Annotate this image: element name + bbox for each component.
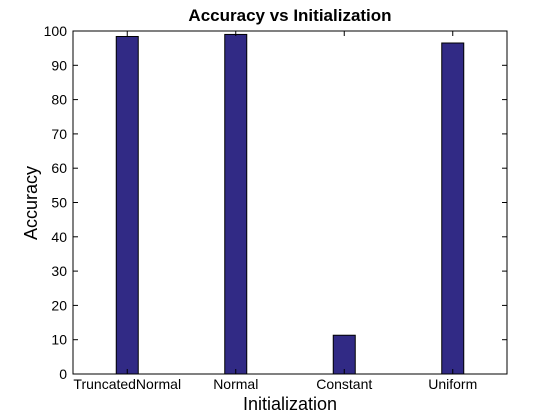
- y-tick-label: 50: [51, 195, 67, 211]
- ticks-group: TruncatedNormal Normal Constant Uniform 0 10 2…: [44, 23, 507, 392]
- y-tick-label: 0: [59, 366, 67, 382]
- y-tick-label: 70: [51, 126, 67, 142]
- x-tick-label: Normal: [213, 376, 258, 392]
- y-tick-label: 30: [51, 263, 67, 279]
- chart-title: Accuracy vs Initialization: [188, 6, 391, 25]
- bar-truncatednormal: [115, 35, 139, 375]
- x-tick-label: Uniform: [428, 376, 477, 392]
- bar-uniform: [441, 42, 465, 375]
- bars-group: [115, 33, 465, 375]
- y-tick-label: 100: [44, 23, 68, 39]
- y-tick-label: 40: [51, 229, 67, 245]
- x-tick-label: TruncatedNormal: [73, 376, 181, 392]
- x-axis-label: Initialization: [243, 394, 337, 414]
- y-tick-label: 90: [51, 57, 67, 73]
- x-tick-label: Constant: [316, 376, 372, 392]
- y-tick-label: 10: [51, 332, 67, 348]
- y-tick-label: 60: [51, 160, 67, 176]
- bar-constant: [332, 334, 356, 375]
- y-tick-label: 20: [51, 297, 67, 313]
- y-axis-label: Accuracy: [21, 166, 41, 240]
- plot-frame: [72, 30, 508, 375]
- y-tick-label: 80: [51, 92, 67, 108]
- bar-normal: [224, 33, 248, 375]
